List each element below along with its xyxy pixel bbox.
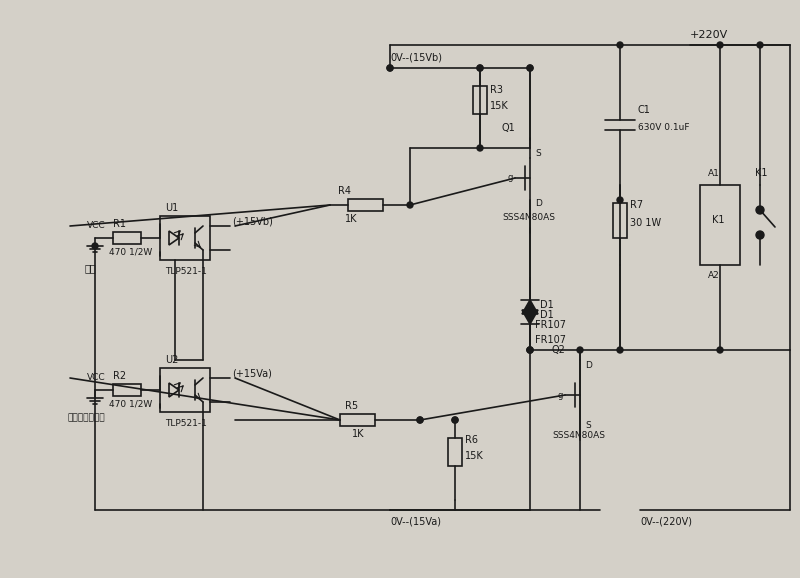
Text: A2: A2	[708, 271, 720, 280]
Circle shape	[717, 347, 723, 353]
Bar	[160, 216, 210, 260]
Text: R4: R4	[338, 186, 351, 196]
Text: R7: R7	[630, 200, 643, 210]
Text: 1K: 1K	[352, 429, 365, 439]
Polygon shape	[522, 300, 538, 314]
Text: 工作: 工作	[85, 263, 97, 273]
Circle shape	[756, 231, 764, 239]
Text: S: S	[585, 421, 590, 429]
Circle shape	[617, 347, 623, 353]
Text: U2: U2	[165, 355, 178, 365]
Circle shape	[577, 347, 583, 353]
Text: TLP521-1: TLP521-1	[165, 266, 207, 276]
Text: SSS4N80AS: SSS4N80AS	[502, 213, 555, 223]
Text: VCC: VCC	[87, 221, 106, 231]
Text: FR107: FR107	[535, 320, 566, 330]
Text: K1: K1	[755, 168, 767, 178]
Text: 630V 0.1uF: 630V 0.1uF	[638, 124, 690, 132]
Text: Q1: Q1	[502, 123, 516, 133]
Text: (+15Va): (+15Va)	[232, 368, 272, 378]
Bar	[348, 199, 383, 211]
Circle shape	[452, 417, 458, 423]
Circle shape	[387, 65, 393, 71]
Text: +220V: +220V	[690, 30, 728, 40]
Circle shape	[617, 42, 623, 48]
Circle shape	[477, 65, 483, 71]
Text: R1: R1	[113, 219, 126, 229]
Circle shape	[527, 65, 533, 71]
Circle shape	[527, 347, 533, 353]
Text: U1: U1	[165, 203, 178, 213]
Text: R5: R5	[345, 401, 358, 411]
Text: (+15Vb): (+15Vb)	[232, 216, 273, 226]
Text: R3: R3	[490, 85, 503, 95]
Circle shape	[417, 417, 423, 423]
Text: TLP521-1: TLP521-1	[165, 418, 207, 428]
Text: 470 1/2W: 470 1/2W	[109, 247, 152, 257]
Text: FR107: FR107	[535, 335, 566, 345]
Circle shape	[527, 347, 533, 353]
Bar	[448, 438, 462, 466]
Text: g: g	[558, 391, 563, 399]
Bar	[613, 203, 627, 238]
Text: g: g	[508, 173, 514, 183]
Bar	[160, 368, 210, 412]
Text: 1K: 1K	[345, 214, 358, 224]
Text: 15K: 15K	[490, 101, 509, 111]
Circle shape	[527, 347, 533, 353]
Text: D1: D1	[540, 300, 554, 310]
Text: D1: D1	[540, 310, 554, 320]
Text: D: D	[585, 361, 592, 369]
Circle shape	[92, 243, 98, 249]
Text: C1: C1	[638, 105, 651, 115]
Bar	[700, 185, 740, 265]
Bar	[113, 384, 141, 396]
Text: A1: A1	[708, 169, 720, 177]
Circle shape	[757, 42, 763, 48]
Polygon shape	[522, 310, 538, 324]
Text: SSS4N80AS: SSS4N80AS	[552, 431, 605, 439]
Text: 15K: 15K	[465, 451, 484, 461]
Circle shape	[407, 202, 413, 208]
Text: R2: R2	[113, 371, 126, 381]
Circle shape	[617, 197, 623, 203]
Circle shape	[452, 417, 458, 423]
Text: R6: R6	[465, 435, 478, 445]
Text: VCC: VCC	[87, 373, 106, 383]
Bar	[340, 414, 375, 426]
Text: D: D	[535, 198, 542, 208]
Text: K1: K1	[712, 215, 725, 225]
Circle shape	[527, 65, 533, 71]
Circle shape	[387, 65, 393, 71]
Text: 470 1/2W: 470 1/2W	[109, 399, 152, 409]
Circle shape	[417, 417, 423, 423]
Text: 0V--(220V): 0V--(220V)	[640, 517, 692, 527]
Text: 全压、节能工作: 全压、节能工作	[67, 413, 105, 423]
Text: Q2: Q2	[552, 345, 566, 355]
Text: 0V--(15Va): 0V--(15Va)	[390, 517, 441, 527]
Text: 30 1W: 30 1W	[630, 218, 661, 228]
Circle shape	[717, 42, 723, 48]
Circle shape	[756, 206, 764, 214]
Text: S: S	[535, 149, 541, 157]
Text: 0V--(15Vb): 0V--(15Vb)	[390, 53, 442, 63]
Bar	[113, 232, 141, 244]
Bar	[473, 86, 487, 114]
Circle shape	[477, 65, 483, 71]
Circle shape	[477, 145, 483, 151]
